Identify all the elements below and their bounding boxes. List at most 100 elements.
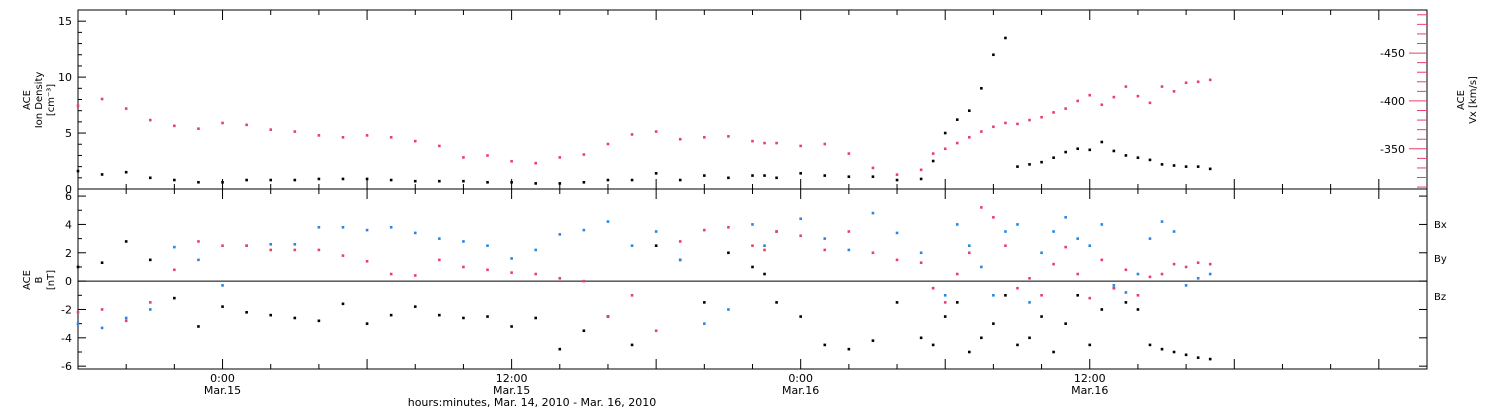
by-point xyxy=(1064,216,1067,219)
bz-point xyxy=(100,308,104,311)
bx-point xyxy=(727,251,730,255)
bx-point xyxy=(968,350,971,354)
bz-point xyxy=(1064,245,1067,249)
vx-point xyxy=(582,153,586,156)
by-point xyxy=(197,258,200,262)
bz-point xyxy=(1184,265,1188,269)
xtick-date-label: Mar.15 xyxy=(493,384,530,397)
vx-point xyxy=(992,125,995,129)
by-point xyxy=(100,326,104,330)
bottom-ylabel-line1: ACE xyxy=(22,270,33,290)
legend-bx: Bx xyxy=(1434,220,1447,231)
by-point xyxy=(269,242,273,246)
bx-point xyxy=(823,343,827,347)
vx-point xyxy=(606,142,610,146)
bx-point xyxy=(1196,356,1200,359)
xtick-date-label: Mar.16 xyxy=(782,384,819,397)
bx-point xyxy=(871,339,875,342)
bz-point xyxy=(980,206,983,209)
bz-point xyxy=(365,259,369,263)
bz-point xyxy=(148,301,152,304)
by-point xyxy=(823,237,827,240)
bx-point xyxy=(148,258,152,262)
vx-point xyxy=(245,123,248,127)
by-point xyxy=(413,231,417,235)
vx-point xyxy=(703,136,706,139)
bz-point xyxy=(1112,286,1116,290)
vx-point xyxy=(943,147,947,151)
vx-point xyxy=(980,130,983,133)
bz-point xyxy=(654,329,658,333)
bx-point xyxy=(462,316,465,320)
by-point xyxy=(1016,223,1019,226)
density-point xyxy=(751,174,754,177)
by-point xyxy=(389,225,393,229)
density-point xyxy=(992,53,995,57)
vx-point xyxy=(1100,103,1104,107)
by-point xyxy=(1136,272,1140,276)
bz-point xyxy=(462,265,465,269)
by-point xyxy=(968,244,971,247)
vx-point xyxy=(968,136,971,139)
density-point xyxy=(365,177,369,181)
bx-point xyxy=(1124,301,1128,304)
by-point xyxy=(847,248,851,252)
by-point xyxy=(1052,230,1055,233)
by-point xyxy=(1004,230,1007,233)
bz-point xyxy=(173,268,176,272)
xtick-date-label: Mar.15 xyxy=(204,384,241,397)
density-point xyxy=(630,178,634,182)
by-point xyxy=(678,258,682,262)
bz-point xyxy=(943,301,947,304)
by-point xyxy=(1160,220,1164,223)
density-point xyxy=(462,179,465,183)
bz-point xyxy=(919,261,923,265)
bx-point xyxy=(173,296,176,300)
bz-point xyxy=(1100,258,1104,262)
by-point xyxy=(124,316,128,320)
top-ylabel-line1: ACE xyxy=(22,90,33,110)
bx-point xyxy=(1064,322,1067,325)
density-point xyxy=(582,180,586,184)
bz-point xyxy=(486,268,489,272)
bx-point xyxy=(847,347,851,351)
by-point xyxy=(438,237,441,240)
top-ytick-label-right: -400 xyxy=(1380,95,1405,108)
by-point xyxy=(654,230,658,233)
density-point xyxy=(703,174,706,177)
vx-point xyxy=(293,130,297,133)
bx-point xyxy=(1136,308,1140,311)
bx-point xyxy=(1160,347,1164,351)
density-point xyxy=(980,87,983,90)
bz-point xyxy=(413,274,417,277)
bx-point xyxy=(124,240,128,243)
bz-point xyxy=(703,228,706,232)
bz-point xyxy=(317,248,321,252)
vx-point xyxy=(317,134,321,137)
bx-point xyxy=(1016,343,1019,347)
vx-point xyxy=(1016,122,1019,126)
by-point xyxy=(486,244,489,247)
by-point xyxy=(534,248,537,252)
vx-point xyxy=(1064,107,1067,110)
vx-point xyxy=(847,152,851,155)
top-ytick-label-right: -450 xyxy=(1380,47,1405,60)
by-point xyxy=(630,244,634,247)
density-point xyxy=(871,175,875,178)
by-point xyxy=(895,231,899,235)
density-point xyxy=(389,178,393,182)
bx-point xyxy=(654,244,658,247)
bz-point xyxy=(197,240,200,243)
density-point xyxy=(1064,150,1067,154)
density-point xyxy=(197,180,200,184)
bz-point xyxy=(221,244,224,247)
bz-point xyxy=(1160,272,1164,276)
vx-point xyxy=(1172,90,1176,93)
density-point xyxy=(931,159,935,163)
by-point xyxy=(317,225,321,229)
bx-point xyxy=(1088,343,1092,347)
xtick-time-label: 0:00 xyxy=(788,372,813,385)
xtick-date-label: Mar.16 xyxy=(1071,384,1108,397)
by-point xyxy=(1088,244,1092,247)
vx-point xyxy=(1184,81,1188,85)
